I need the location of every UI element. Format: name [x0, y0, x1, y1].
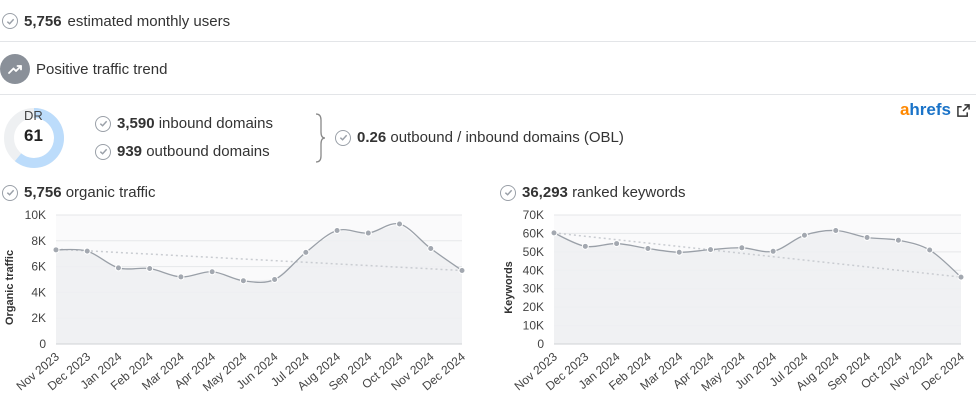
- y-tick-label: 30K: [523, 282, 544, 296]
- data-point: [957, 273, 965, 281]
- y-tick-label: 6K: [31, 260, 46, 274]
- divider: [0, 41, 976, 42]
- ranked-keywords-label: ranked keywords: [572, 184, 686, 201]
- data-point: [146, 265, 154, 273]
- data-point: [581, 242, 589, 250]
- y-tick-label: 8K: [31, 234, 46, 248]
- domain-rating-widget: DR 61: [0, 106, 70, 170]
- data-point: [738, 244, 746, 252]
- data-point: [926, 246, 934, 254]
- ranked-keywords-stat: 36,293 ranked keywords: [500, 184, 685, 201]
- monthly-users-label: estimated monthly users: [67, 12, 231, 30]
- y-tick-label: 2K: [31, 311, 46, 325]
- data-point: [550, 229, 558, 237]
- domain-rating-label: DR: [24, 108, 43, 123]
- obl-stat: 0.26 outbound / inbound domains (OBL): [335, 129, 624, 146]
- data-point: [83, 247, 91, 255]
- data-point: [613, 240, 621, 248]
- check-circle-icon: [335, 129, 351, 146]
- data-point: [271, 276, 279, 283]
- series-area: [554, 230, 961, 344]
- external-link-icon: [957, 103, 970, 117]
- data-point: [208, 268, 216, 276]
- data-point: [52, 246, 60, 254]
- data-point: [458, 266, 466, 274]
- ranked-keywords-value: 36,293: [522, 184, 568, 201]
- monthly-users-value: 5,756: [24, 12, 62, 30]
- domain-rating-value: 61: [24, 126, 43, 145]
- traffic-trend-label: Positive traffic trend: [36, 60, 168, 78]
- monthly-users-row: 5,756 estimated monthly users: [0, 8, 976, 34]
- data-point: [832, 226, 840, 234]
- traffic-trend-stat: Positive traffic trend: [0, 54, 167, 84]
- y-tick-label: 4K: [31, 285, 46, 299]
- check-circle-icon: [2, 13, 18, 29]
- y-axis-label: Keywords: [503, 261, 515, 314]
- traffic-trend-row: Positive traffic trend: [0, 53, 976, 85]
- ahrefs-logo: ahrefs: [899, 100, 951, 119]
- data-point: [894, 236, 902, 244]
- series-area: [56, 224, 462, 344]
- data-point: [800, 231, 808, 239]
- brace-icon: [315, 113, 326, 163]
- data-point: [239, 277, 247, 285]
- ahrefs-link[interactable]: ahrefs: [900, 100, 970, 120]
- obl-label: outbound / inbound domains (OBL): [390, 129, 624, 146]
- data-point: [333, 226, 341, 234]
- obl-value: 0.26: [357, 129, 387, 146]
- data-point: [644, 245, 652, 253]
- outbound-domains-value: 939: [117, 143, 143, 160]
- y-tick-label: 20K: [523, 300, 544, 314]
- organic-traffic-label: organic traffic: [65, 184, 156, 201]
- data-point: [427, 245, 435, 253]
- data-point: [114, 264, 122, 272]
- check-circle-icon: [2, 184, 18, 201]
- data-point: [707, 246, 715, 254]
- data-point: [177, 273, 185, 281]
- y-tick-label: 60K: [523, 226, 544, 240]
- y-tick-label: 10K: [25, 208, 46, 222]
- inbound-domains-stat: 3,590 inbound domains: [95, 115, 273, 132]
- check-circle-icon: [500, 184, 516, 201]
- check-circle-icon: [95, 115, 111, 132]
- data-point: [863, 233, 871, 241]
- y-tick-label: 0: [537, 337, 544, 351]
- y-tick-label: 70K: [523, 208, 544, 222]
- data-point: [769, 247, 777, 255]
- y-tick-label: 40K: [523, 263, 544, 277]
- domain-rating-arc: [14, 108, 64, 168]
- data-point: [364, 229, 372, 237]
- trend-line: [553, 232, 962, 278]
- divider: [0, 94, 976, 95]
- organic-traffic-value: 5,756: [24, 184, 62, 201]
- data-point: [675, 248, 683, 256]
- check-circle-icon: [95, 143, 111, 160]
- y-tick-label: 0: [39, 337, 46, 351]
- y-tick-label: 10K: [523, 319, 544, 333]
- outbound-domains-stat: 939 outbound domains: [95, 143, 270, 160]
- domain-rating-ring: [4, 108, 64, 168]
- inbound-domains-value: 3,590: [117, 115, 155, 132]
- y-axis-label: Organic traffic: [4, 250, 16, 325]
- trending-up-icon: [0, 54, 30, 84]
- outbound-domains-label: outbound domains: [146, 143, 270, 160]
- y-tick-label: 50K: [523, 245, 544, 259]
- data-point: [396, 220, 404, 228]
- data-point: [302, 248, 310, 256]
- organic-traffic-stat: 5,756 organic traffic: [2, 184, 155, 201]
- monthly-users-stat: 5,756 estimated monthly users: [2, 13, 230, 30]
- inbound-domains-label: inbound domains: [158, 115, 273, 132]
